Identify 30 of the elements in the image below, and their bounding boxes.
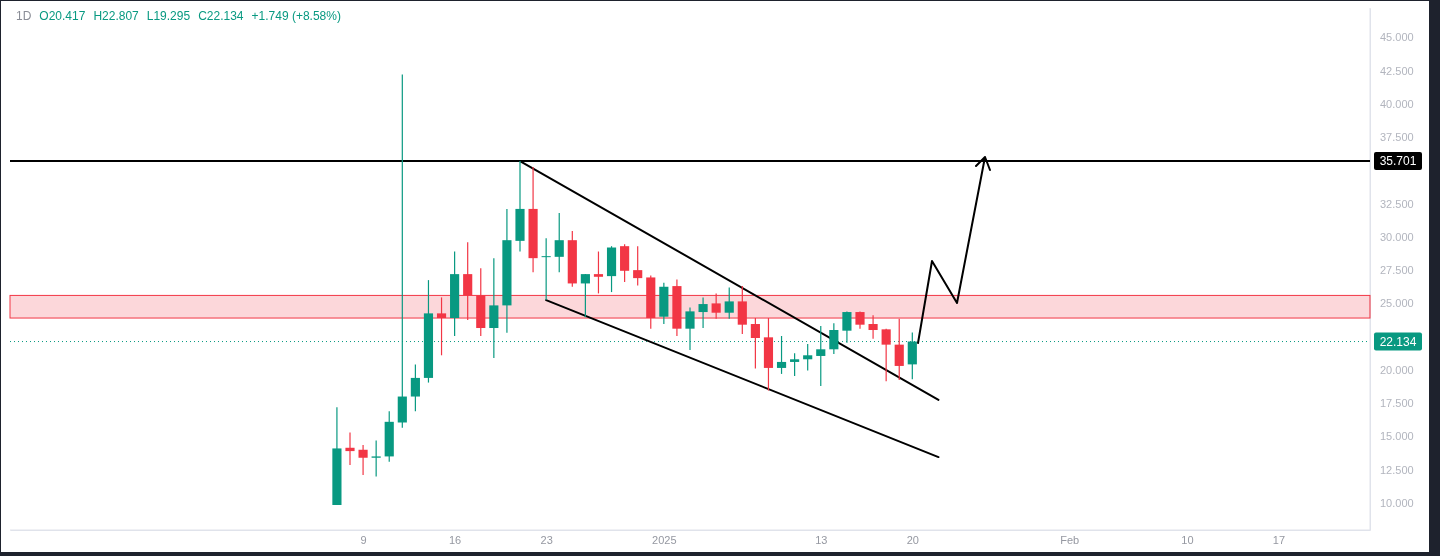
annotation: O20.417 bbox=[39, 9, 86, 23]
y-tick-label: 42.500 bbox=[1380, 64, 1414, 77]
x-tick-label: 13 bbox=[815, 533, 828, 546]
y-tick-label: 15.000 bbox=[1380, 430, 1414, 443]
y-tick-label: 30.000 bbox=[1380, 230, 1414, 243]
x-tick-label: 20 bbox=[906, 533, 919, 546]
y-tick-label: 45.000 bbox=[1380, 31, 1414, 44]
annotation: L19.295 bbox=[146, 9, 191, 23]
annotation: +1.749 (+8.58%) bbox=[251, 9, 341, 23]
ref-line-label: 22.134 bbox=[1379, 334, 1417, 349]
x-tick-label: 10 bbox=[1181, 533, 1194, 546]
annotation: H22.807 bbox=[93, 9, 140, 23]
x-tick-label: 9 bbox=[360, 533, 367, 546]
y-tick-label: 32.500 bbox=[1380, 197, 1414, 210]
x-tick-label: 17 bbox=[1272, 533, 1286, 546]
y-tick-label: 20.000 bbox=[1380, 363, 1414, 376]
y-tick-label: 10.000 bbox=[1380, 497, 1414, 510]
ref-line-label: 35.701 bbox=[1379, 154, 1417, 169]
x-tick-label: 23 bbox=[540, 533, 553, 546]
y-tick-label: 25.000 bbox=[1380, 297, 1414, 310]
y-tick-label: 27.500 bbox=[1380, 264, 1414, 277]
x-tick-label: 16 bbox=[448, 533, 462, 546]
x-tick-label: 2025 bbox=[652, 533, 677, 546]
y-tick-label: 40.000 bbox=[1380, 97, 1414, 110]
y-tick-label: 37.500 bbox=[1380, 131, 1414, 144]
x-tick-label: Feb bbox=[1060, 533, 1080, 546]
annotation: C22.134 bbox=[198, 9, 244, 23]
y-tick-label: 17.500 bbox=[1380, 397, 1414, 410]
chart-title: 1D bbox=[16, 9, 32, 23]
y-tick-label: 12.500 bbox=[1380, 463, 1414, 476]
